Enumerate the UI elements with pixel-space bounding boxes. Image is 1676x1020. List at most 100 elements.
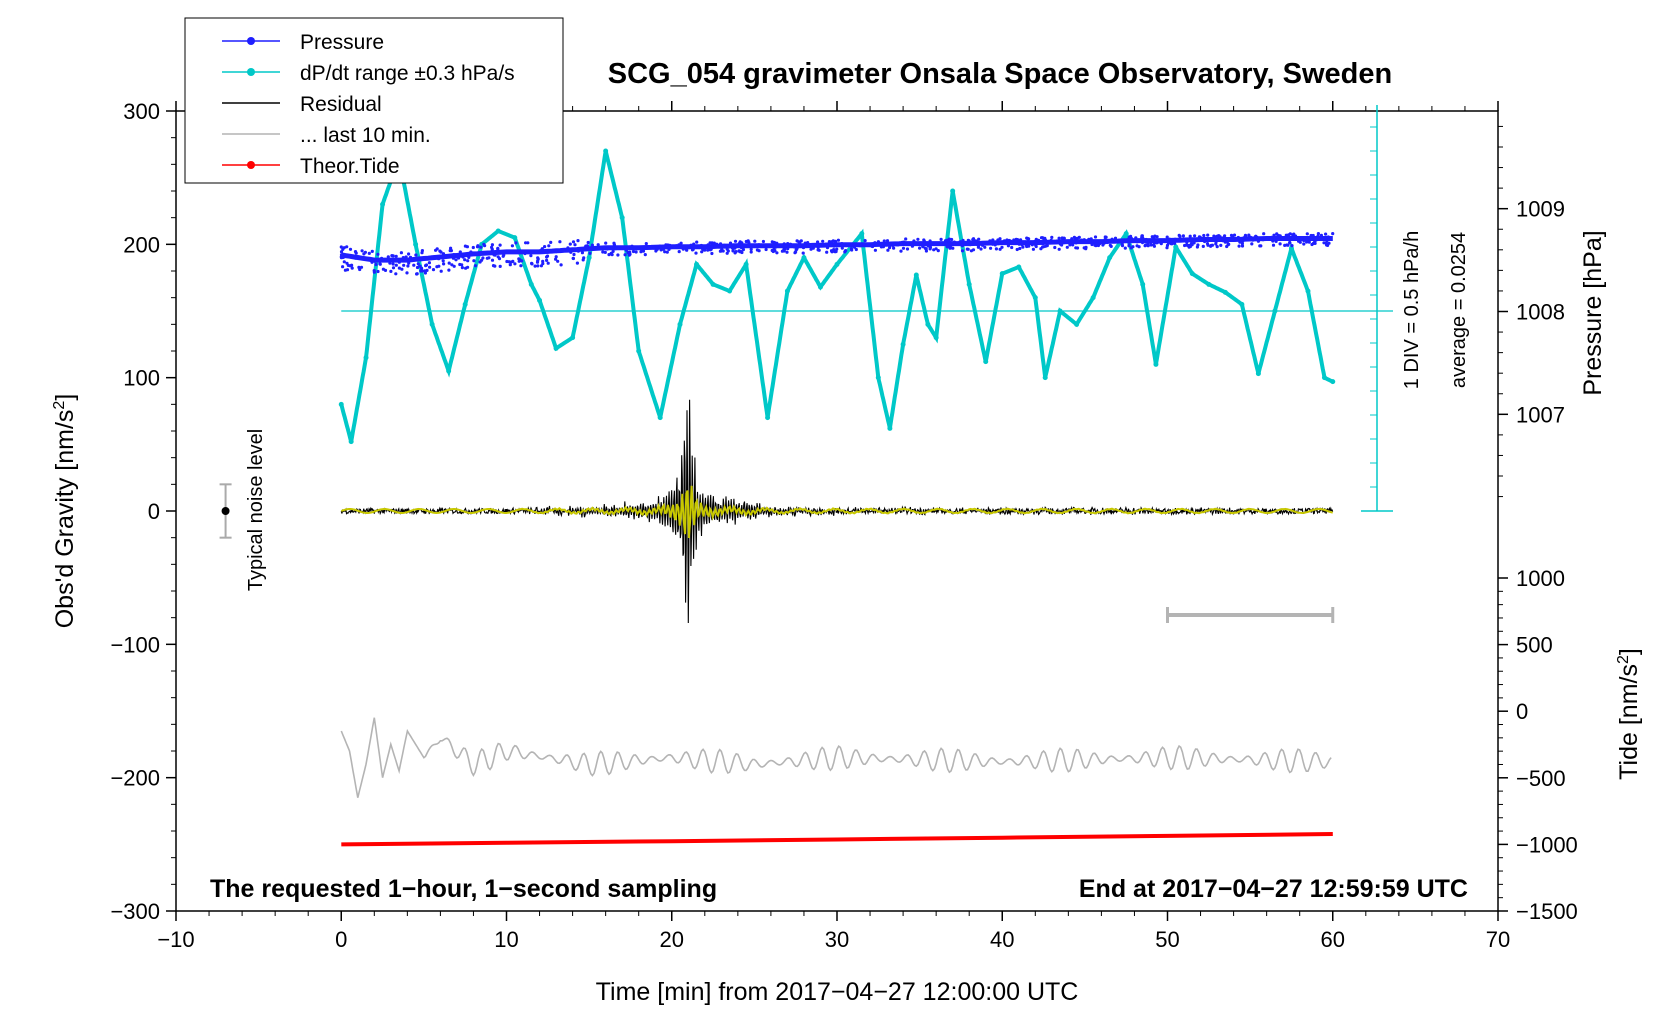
pressure-point — [1221, 239, 1225, 243]
pressure-point — [1071, 243, 1075, 247]
pressure-point — [441, 259, 445, 263]
pressure-point — [460, 266, 464, 270]
pressure-point — [989, 246, 993, 250]
pressure-point — [849, 243, 853, 247]
pressure-point — [1240, 242, 1244, 246]
pressure-point — [1212, 234, 1216, 238]
pressure-point — [496, 246, 500, 250]
pressure-point — [816, 240, 820, 244]
pressure-point — [1000, 245, 1004, 249]
pressure-point — [1161, 238, 1165, 242]
pressure-point — [700, 250, 704, 254]
pressure-point — [839, 243, 843, 247]
pressure-point — [400, 267, 404, 271]
pressure-point — [420, 266, 424, 270]
dpdt-point — [338, 401, 344, 407]
pressure-point — [1127, 243, 1131, 247]
pressure-point — [543, 245, 547, 249]
pressure-point — [652, 246, 657, 250]
pressure-point — [414, 253, 418, 257]
pressure-point — [362, 252, 366, 256]
pressure-point — [655, 247, 659, 251]
dpdt-point — [765, 415, 771, 421]
dpdt-point — [983, 359, 989, 365]
pressure-point — [466, 259, 470, 263]
pressure-point — [420, 269, 424, 273]
pressure-point — [428, 265, 432, 269]
pressure-point — [439, 250, 443, 254]
pressure-point — [374, 262, 378, 267]
pressure-point — [928, 244, 932, 248]
pressure-point — [1075, 236, 1079, 240]
pressure-point — [498, 243, 502, 247]
pressure-point — [1203, 236, 1207, 240]
pressure-point — [692, 242, 696, 246]
pressure-point — [406, 264, 410, 268]
pressure-point — [1090, 242, 1094, 247]
pressure-point — [1288, 241, 1292, 245]
pressure-point — [975, 243, 979, 247]
pressure-point — [1102, 241, 1106, 245]
pressure-point — [924, 249, 929, 253]
pressure-point — [1141, 241, 1145, 245]
pressure-point — [870, 244, 874, 248]
pressure-point — [1151, 238, 1155, 242]
dpdt-point — [1222, 289, 1228, 295]
pressure-point — [471, 245, 475, 250]
pressure-point — [368, 258, 372, 262]
pressure-point — [1146, 244, 1150, 248]
pressure-point — [1017, 242, 1021, 246]
dpdt-point — [1239, 301, 1245, 307]
pressure-point — [371, 258, 375, 262]
dpdt-point — [603, 148, 609, 154]
pressure-point — [928, 239, 932, 243]
pressure-point — [1305, 240, 1309, 244]
pressure-point — [1206, 233, 1210, 237]
pressure-point — [490, 245, 494, 249]
pressure-point — [783, 244, 787, 248]
dpdt-point — [1255, 371, 1261, 377]
pressure-point — [569, 250, 573, 254]
pressure-point — [435, 247, 439, 251]
pressure-point — [405, 271, 409, 275]
x-tick-label: 70 — [1486, 927, 1510, 952]
dpdt-point — [363, 355, 369, 361]
pressure-point — [997, 241, 1002, 245]
series-last-10-min — [340, 717, 1332, 798]
dpdt-point — [619, 215, 625, 221]
pressure-point — [554, 255, 558, 259]
pressure-point — [968, 241, 972, 246]
pressure-point — [490, 243, 494, 247]
pressure-point — [1134, 236, 1138, 240]
pressure-point — [905, 247, 910, 251]
pressure-point — [472, 259, 476, 263]
pressure-point — [677, 243, 681, 247]
pressure-point — [1089, 237, 1093, 241]
pressure-point — [899, 249, 903, 253]
pressure-point — [1041, 241, 1045, 246]
pressure-point — [1076, 239, 1080, 243]
pressure-point — [876, 240, 881, 244]
pressure-point — [830, 249, 835, 254]
pressure-point — [835, 247, 839, 251]
pressure-point — [1192, 241, 1196, 245]
pressure-point — [664, 243, 668, 247]
pressure-point — [803, 241, 807, 245]
pressure-point — [554, 250, 558, 254]
dpdt-point — [1173, 244, 1179, 250]
pressure-point — [634, 250, 638, 254]
pressure-point — [691, 247, 695, 251]
dpdt-point — [1123, 231, 1129, 237]
pressure-point — [446, 255, 450, 259]
pressure-point — [496, 255, 500, 259]
pressure-point — [501, 254, 505, 258]
pressure-point — [520, 259, 524, 263]
dpdt-point — [1090, 295, 1096, 301]
pressure-point — [1283, 243, 1287, 247]
pressure-point — [339, 250, 344, 254]
pressure-point — [1147, 240, 1151, 244]
pressure-point — [1144, 237, 1148, 242]
dpdt-point — [817, 284, 823, 290]
dpdt-point — [1057, 308, 1063, 314]
pressure-point — [616, 253, 620, 257]
